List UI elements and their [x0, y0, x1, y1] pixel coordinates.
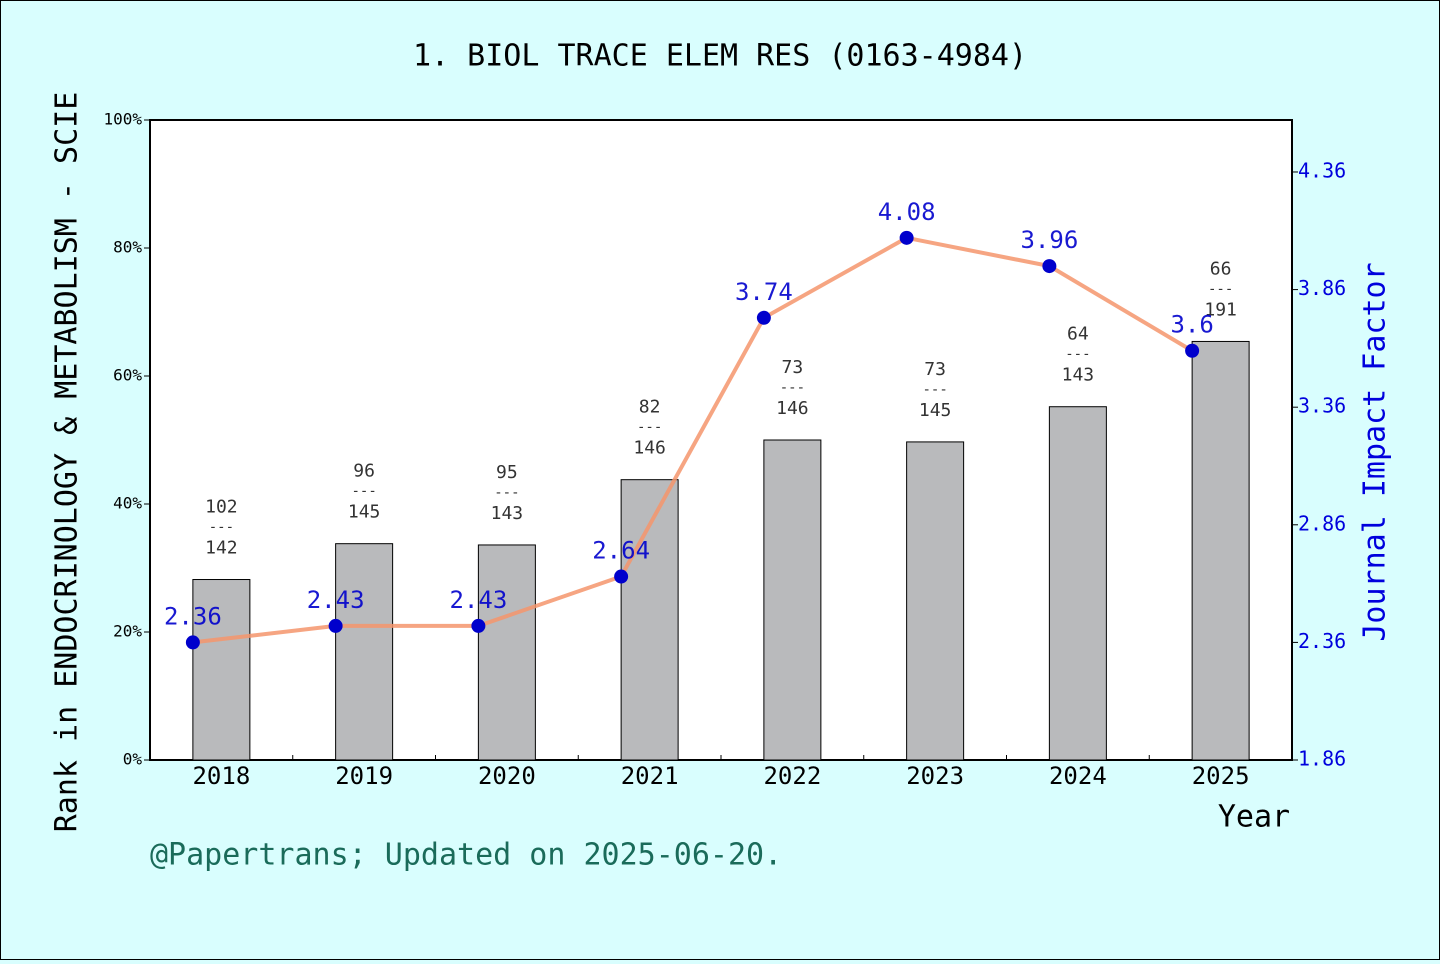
y-tick-label: 20%	[113, 622, 142, 641]
footer: @Papertrans; Updated on 2025-06-20.	[150, 838, 782, 873]
x-axis-title: Year	[1218, 800, 1290, 835]
y-axis-title: Rank in ENDOCRINOLOGY & METABOLISM - SCI…	[50, 92, 85, 833]
x-tick-label: 2021	[621, 762, 679, 790]
if-point	[185, 635, 200, 650]
y-tick-label: 60%	[113, 366, 142, 385]
rank-label: 102	[205, 497, 238, 518]
total-label: 142	[205, 538, 238, 559]
rank-label: 73	[782, 357, 804, 378]
y2-tick-label: 2.86	[1298, 511, 1346, 535]
bar	[906, 441, 965, 761]
y-tick-label: 0%	[123, 750, 143, 769]
if-point	[899, 230, 914, 245]
y-tick-label: 40%	[113, 494, 142, 513]
if-value-label: 2.43	[307, 586, 365, 614]
x-tick-label: 2025	[1192, 762, 1250, 790]
rank-label: 95	[496, 462, 518, 483]
x-tick-label: 2020	[478, 762, 536, 790]
y2-tick-label: 2.36	[1298, 629, 1346, 653]
if-value-label: 2.64	[592, 537, 650, 565]
total-label: 146	[633, 438, 666, 459]
y2-axis-title: Journal Impact Factor	[1358, 262, 1393, 641]
if-value-label: 3.74	[735, 278, 793, 306]
y2-tick-label: 3.36	[1298, 394, 1346, 418]
rank-label: 82	[639, 397, 661, 418]
if-point	[1185, 343, 1200, 358]
if-value-label: 3.6	[1170, 311, 1213, 339]
rank-separator: ---	[637, 420, 662, 436]
if-value-label: 2.43	[449, 586, 507, 614]
if-point	[614, 569, 629, 584]
total-label: 191	[1204, 299, 1237, 320]
total-label: 145	[919, 400, 952, 421]
total-label: 146	[776, 398, 809, 419]
plot-area	[149, 119, 1293, 761]
if-line	[192, 235, 1194, 645]
if-point	[1042, 259, 1057, 274]
rank-separator: ---	[494, 485, 519, 501]
if-value-label: 2.36	[164, 602, 222, 630]
x-tick-label: 2023	[906, 762, 964, 790]
if-point	[328, 618, 343, 633]
total-label: 143	[491, 503, 524, 524]
if-value-label: 3.96	[1020, 226, 1078, 254]
x-tick-label: 2018	[192, 762, 250, 790]
rank-separator: ---	[209, 520, 234, 536]
x-tick-label: 2019	[335, 762, 393, 790]
total-label: 145	[348, 502, 381, 523]
rank-label: 64	[1067, 324, 1089, 345]
bar	[1048, 406, 1107, 761]
rank-separator: ---	[922, 382, 947, 398]
if-value-label: 4.08	[878, 198, 936, 226]
x-tick-label: 2024	[1049, 762, 1107, 790]
bar	[477, 544, 536, 761]
rank-separator: ---	[1208, 281, 1233, 297]
total-label: 143	[1062, 365, 1095, 386]
y-tick-label: 100%	[103, 110, 142, 129]
y-tick-label: 80%	[113, 238, 142, 257]
y2-tick-label: 3.86	[1298, 276, 1346, 300]
rank-separator: ---	[1065, 347, 1090, 363]
bar	[763, 439, 822, 761]
bar	[1191, 340, 1250, 761]
if-point	[756, 310, 771, 325]
y2-tick-label: 4.36	[1298, 158, 1346, 182]
chart-title: 1. BIOL TRACE ELEM RES (0163-4984)	[413, 39, 1027, 74]
rank-label: 66	[1210, 258, 1232, 279]
bar	[335, 543, 394, 761]
y2-tick-label: 1.86	[1298, 747, 1346, 771]
rank-separator: ---	[780, 380, 805, 396]
rank-separator: ---	[351, 484, 376, 500]
rank-label: 96	[353, 461, 375, 482]
bar	[192, 579, 251, 761]
x-tick-label: 2022	[763, 762, 821, 790]
if-point	[471, 618, 486, 633]
rank-label: 73	[924, 359, 946, 380]
